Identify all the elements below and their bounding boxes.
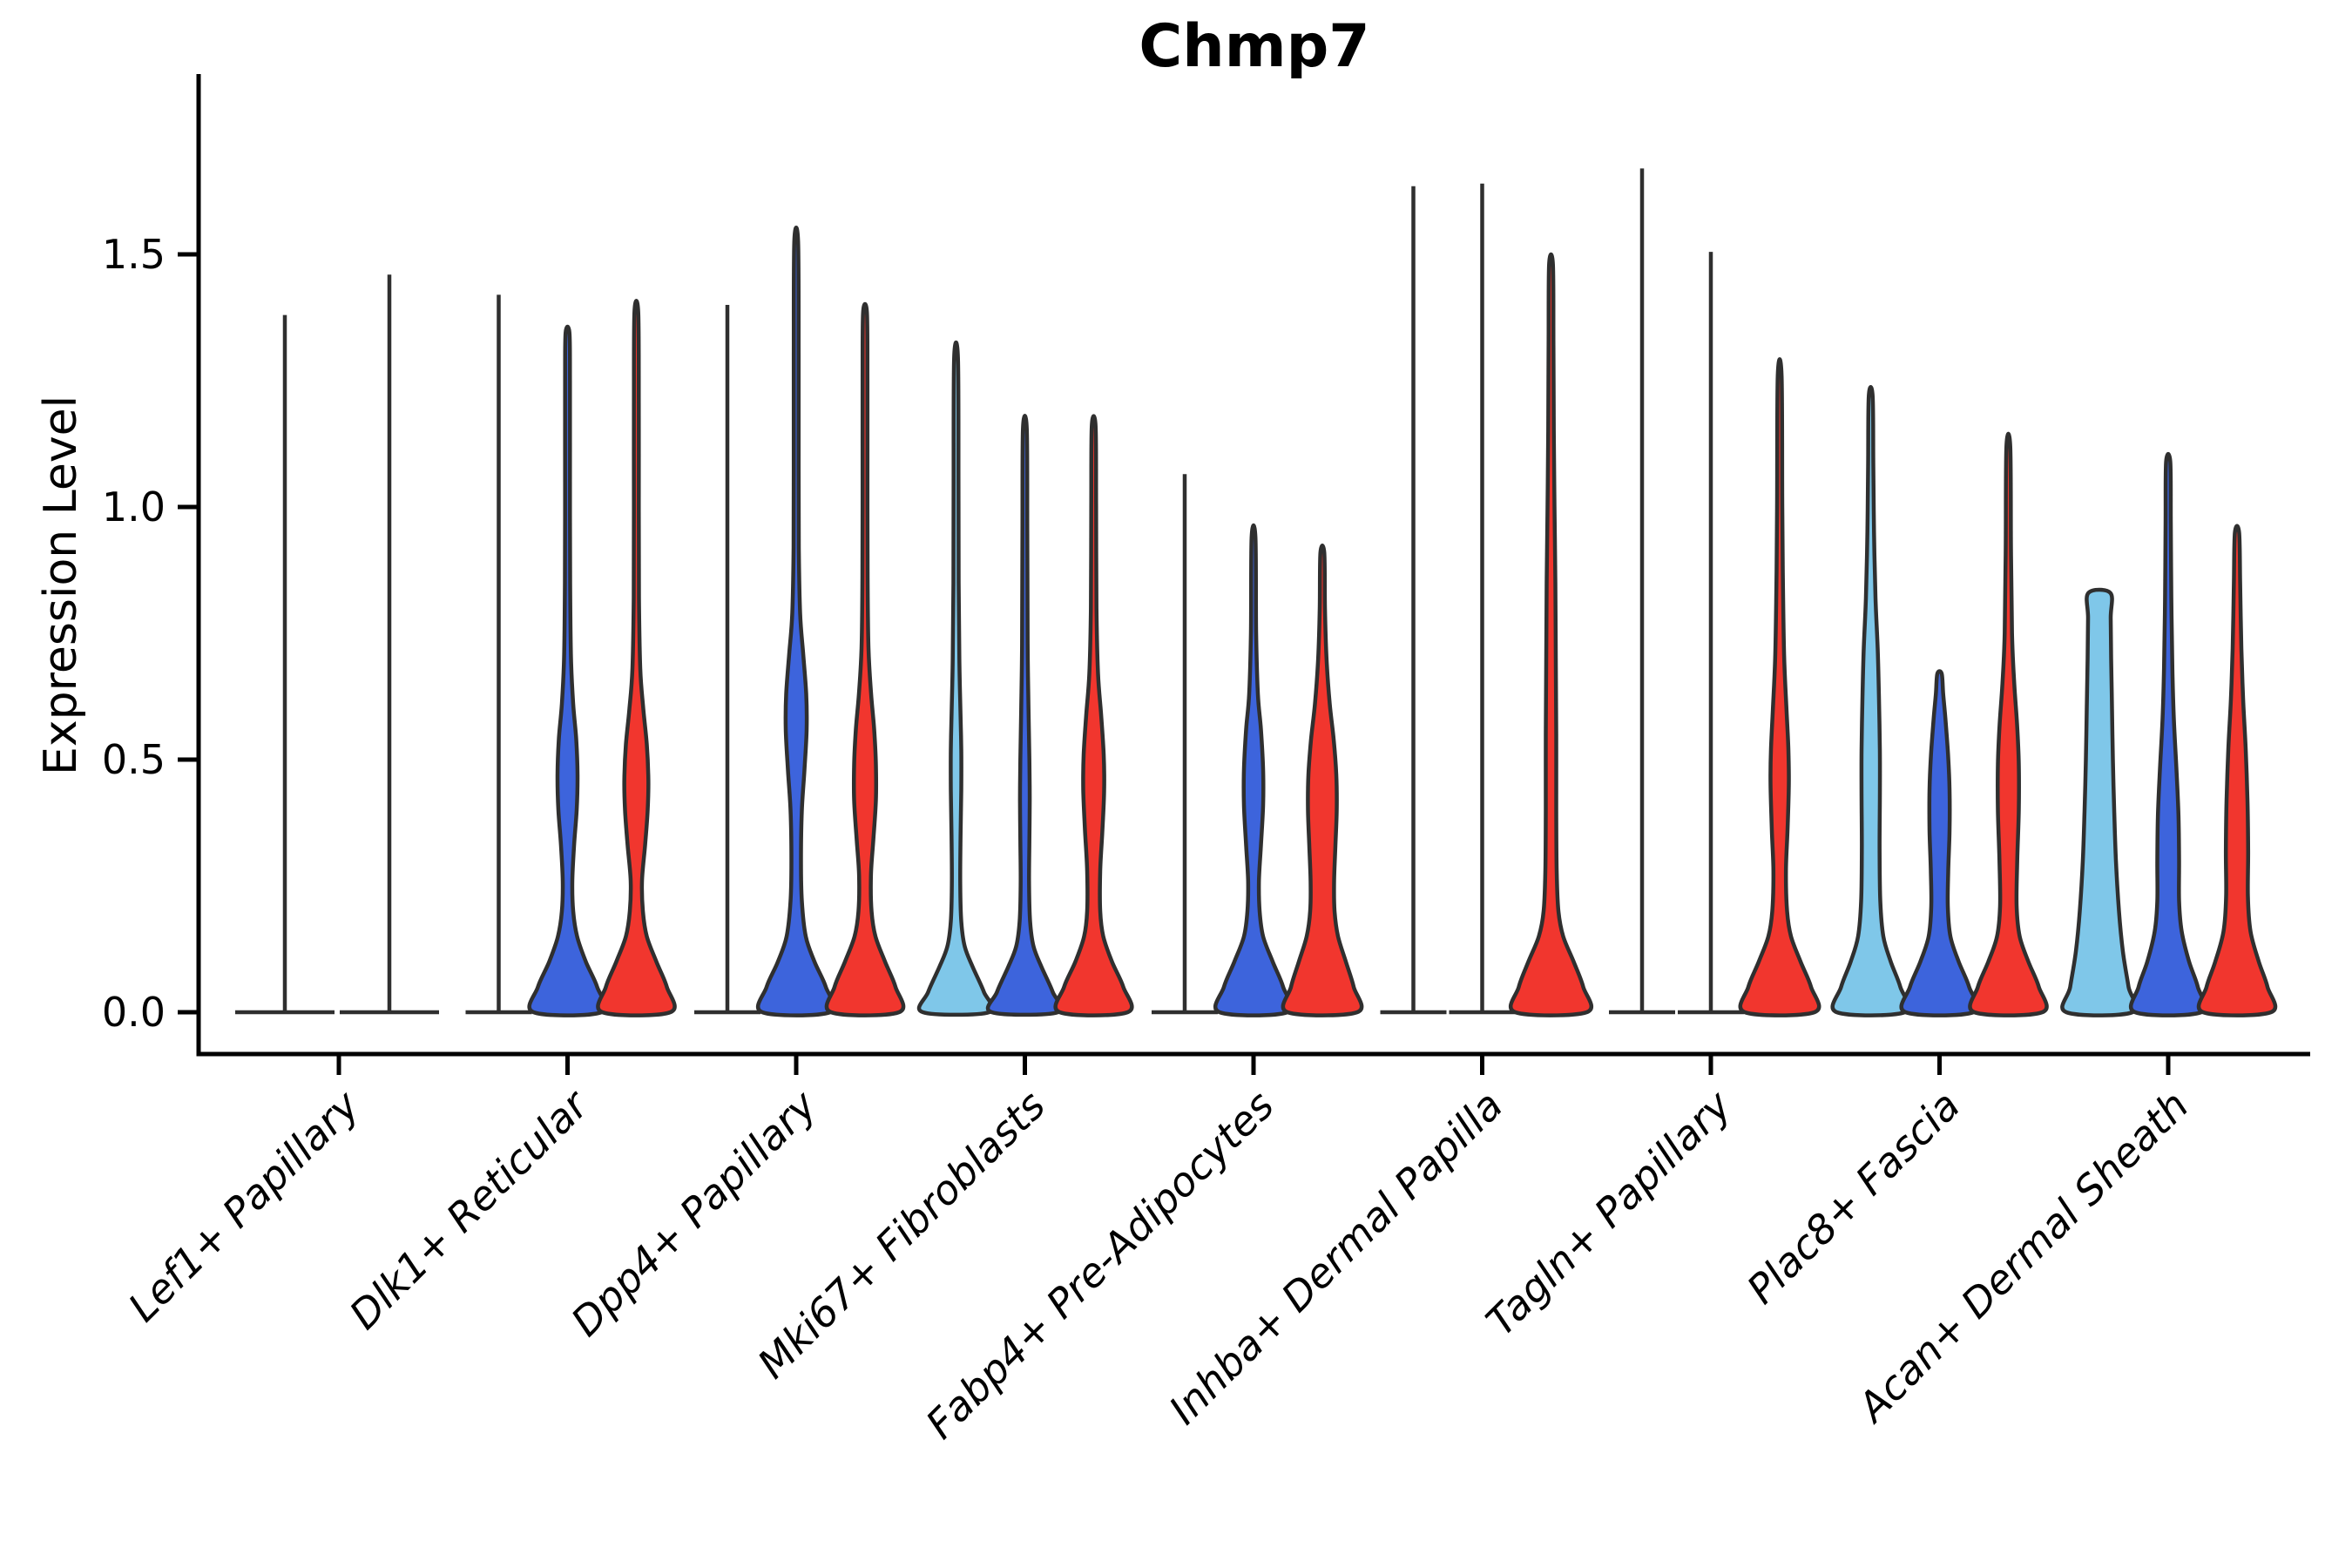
violin: [1830, 385, 1911, 1017]
plot-title: Chmp7: [1139, 12, 1370, 81]
violin: [1899, 669, 1980, 1017]
y-tick-label: 0.0: [102, 989, 166, 1036]
x-tick-label: Plac8+ Fascia: [1738, 1082, 1969, 1313]
x-tick-label: Tagln+ Papillary: [1477, 1081, 1740, 1345]
x-tick-label: Dlk1+ Reticular: [341, 1079, 599, 1338]
violin: [1509, 252, 1593, 1017]
violin: [596, 299, 677, 1017]
violin: [985, 414, 1064, 1017]
violin: [2196, 524, 2278, 1017]
violin: [916, 340, 996, 1017]
violin: [1053, 414, 1134, 1017]
violin: [1281, 544, 1364, 1017]
violin: [1213, 523, 1294, 1017]
x-tick-label: Dpp4+ Papillary: [562, 1081, 826, 1345]
y-tick-label: 1.5: [102, 231, 166, 278]
violin: [2060, 587, 2139, 1017]
violin: [755, 225, 837, 1017]
violin: [2128, 451, 2208, 1017]
violin: [527, 324, 608, 1017]
y-tick-label: 1.0: [102, 483, 166, 531]
y-tick-label: 0.5: [102, 736, 166, 783]
x-tick-label: Lef1+ Papillary: [119, 1081, 368, 1330]
violin: [824, 301, 906, 1017]
violin: [1968, 431, 2049, 1017]
violin: [1738, 357, 1821, 1017]
